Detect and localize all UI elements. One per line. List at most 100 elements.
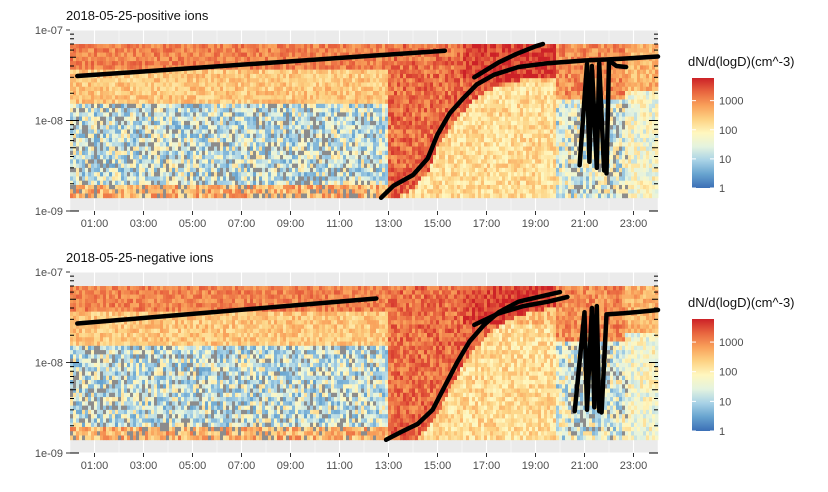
heatmap-cell — [151, 164, 154, 169]
heatmap-cell — [418, 70, 421, 75]
heatmap-cell — [196, 78, 199, 83]
heatmap-cell — [136, 168, 139, 173]
heatmap-cell — [289, 48, 292, 53]
heatmap-cell — [172, 82, 175, 87]
heatmap-cell — [160, 189, 163, 194]
heatmap-cell — [379, 159, 382, 164]
heatmap-cell — [160, 104, 163, 109]
heatmap-cell — [421, 189, 424, 194]
heatmap-cell — [343, 151, 346, 156]
heatmap-cell — [439, 100, 442, 105]
heatmap-cell — [106, 125, 109, 130]
heatmap-cell — [475, 194, 478, 199]
heatmap-cell — [337, 121, 340, 126]
heatmap-cell — [91, 129, 94, 134]
heatmap-cell — [322, 48, 325, 53]
heatmap-cell — [130, 138, 133, 143]
heatmap-cell — [415, 65, 418, 70]
heatmap-cell — [331, 168, 334, 173]
heatmap-cell — [376, 164, 379, 169]
heatmap-cell — [346, 121, 349, 126]
heatmap-cell — [196, 44, 199, 49]
heatmap-cell — [148, 155, 151, 160]
heatmap-cell — [349, 181, 352, 186]
heatmap-cell — [415, 176, 418, 181]
heatmap-cell — [130, 44, 133, 49]
heatmap-cell — [235, 57, 238, 62]
heatmap-cell — [214, 155, 217, 160]
heatmap-cell — [169, 138, 172, 143]
heatmap-cell — [157, 91, 160, 96]
heatmap-cell — [76, 87, 79, 92]
heatmap-cell — [229, 121, 232, 126]
heatmap-cell — [151, 61, 154, 66]
heatmap-cell — [187, 129, 190, 134]
heatmap-cell — [424, 129, 427, 134]
heatmap-cell — [292, 65, 295, 70]
heatmap-cell — [151, 74, 154, 79]
heatmap-cell — [100, 121, 103, 126]
heatmap-cell — [304, 194, 307, 199]
heatmap-cell — [388, 142, 391, 147]
heatmap-cell — [292, 129, 295, 134]
heatmap-cell — [352, 168, 355, 173]
heatmap-cell — [85, 151, 88, 156]
heatmap-cell — [448, 61, 451, 66]
heatmap-cell — [94, 159, 97, 164]
heatmap-cell — [328, 108, 331, 113]
heatmap-cell — [148, 121, 151, 126]
heatmap-cell — [271, 74, 274, 79]
heatmap-cell — [103, 172, 106, 177]
heatmap-cell — [208, 87, 211, 92]
heatmap-cell — [469, 172, 472, 177]
heatmap-cell — [154, 112, 157, 117]
heatmap-cell — [121, 108, 124, 113]
heatmap-cell — [286, 129, 289, 134]
heatmap-cell — [376, 134, 379, 139]
heatmap-cell — [454, 172, 457, 177]
heatmap-cell — [424, 87, 427, 92]
heatmap-cell — [208, 155, 211, 160]
heatmap-cell — [220, 87, 223, 92]
heatmap-cell — [298, 104, 301, 109]
heatmap-cell — [280, 142, 283, 147]
heatmap-cell — [460, 138, 463, 143]
heatmap-cell — [445, 44, 448, 49]
heatmap-cell — [328, 159, 331, 164]
heatmap-cell — [109, 168, 112, 173]
heatmap-cell — [79, 91, 82, 96]
heatmap-cell — [445, 65, 448, 70]
heatmap-cell — [448, 78, 451, 83]
heatmap-cell — [454, 70, 457, 75]
heatmap-cell — [238, 100, 241, 105]
heatmap-cell — [370, 134, 373, 139]
heatmap-cell — [406, 70, 409, 75]
heatmap-cell — [205, 87, 208, 92]
heatmap-cell — [298, 117, 301, 122]
heatmap-cell — [136, 100, 139, 105]
heatmap-cell — [187, 155, 190, 160]
heatmap-cell — [319, 159, 322, 164]
heatmap-cell — [346, 117, 349, 122]
heatmap-cell — [193, 108, 196, 113]
heatmap-cell — [193, 189, 196, 194]
heatmap-cell — [451, 151, 454, 156]
heatmap-cell — [220, 78, 223, 83]
heatmap-cell — [172, 61, 175, 66]
heatmap-cell — [211, 104, 214, 109]
heatmap-cell — [145, 78, 148, 83]
heatmap-cell — [181, 189, 184, 194]
heatmap-cell — [181, 53, 184, 58]
heatmap-cell — [256, 65, 259, 70]
heatmap-cell — [265, 108, 268, 113]
heatmap-cell — [88, 108, 91, 113]
heatmap-cell — [325, 87, 328, 92]
heatmap-cell — [232, 117, 235, 122]
heatmap-cell — [334, 172, 337, 177]
heatmap-cell — [373, 108, 376, 113]
heatmap-cell — [205, 159, 208, 164]
heatmap-cell — [364, 104, 367, 109]
heatmap-cell — [391, 138, 394, 143]
heatmap-cell — [97, 108, 100, 113]
heatmap-cell — [439, 155, 442, 160]
